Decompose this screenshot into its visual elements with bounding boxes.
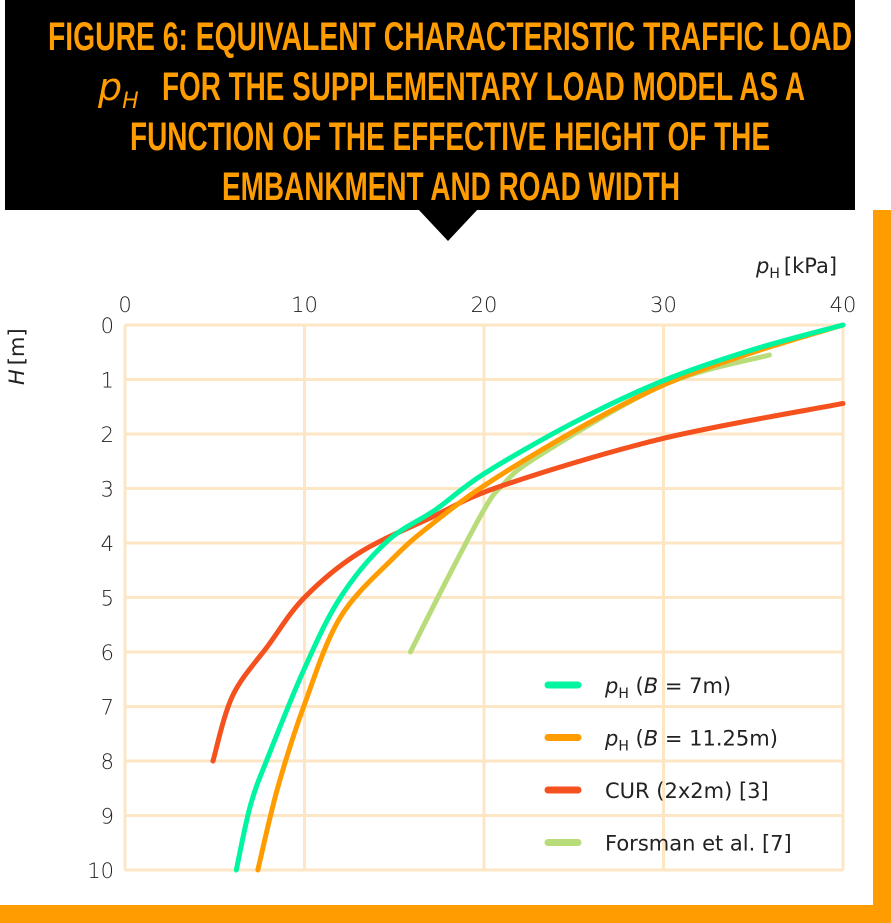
y-tick-label: 9: [101, 805, 114, 829]
title-box: [5, 0, 855, 210]
legend-label: pH (B = 7m): [604, 674, 731, 702]
grid: [123, 323, 845, 872]
frame-bottom: [0, 905, 891, 923]
frame-right: [873, 210, 891, 923]
y-tick-label: 7: [101, 696, 114, 720]
legend-label: pH (B = 11.25m): [604, 727, 778, 755]
y-tick-label: 6: [101, 641, 114, 665]
series-line-0: [233, 322, 846, 873]
series-line-1: [255, 322, 846, 873]
x-tick-label: 40: [830, 293, 857, 317]
x-tick-label: 20: [471, 293, 498, 317]
legend-label: CUR (2x2m) [3]: [605, 779, 769, 803]
x-tick-label: 10: [291, 293, 318, 317]
y-tick-label: 5: [101, 587, 114, 611]
title-symbol: pH: [97, 65, 139, 114]
legend-label: Forsman et al. [7]: [605, 832, 792, 856]
y-tick-label: 1: [101, 369, 114, 393]
y-tick-label: 4: [101, 532, 114, 556]
legend: pH (B = 7m) pH (B = 11.25m) CUR (2x2m) [3]…: [544, 674, 792, 856]
title-line-4: EMBANKMENT AND ROAD WIDTH: [222, 165, 680, 209]
y-tick-label: 0: [101, 314, 114, 338]
y-tick-label: 2: [101, 423, 114, 447]
x-tick-label: 30: [650, 293, 677, 317]
title-line-2: FOR THE SUPPLEMENTARY LOAD MODEL AS A: [162, 65, 805, 109]
y-tick-label: 8: [101, 750, 114, 774]
title-line-3: FUNCTION OF THE EFFECTIVE HEIGHT OF THE: [130, 115, 770, 159]
x-tick-label: 0: [118, 293, 131, 317]
title-line-1: FIGURE 6: EQUIVALENT CHARACTERISTIC TRAF…: [48, 15, 852, 59]
y-tick-label: 3: [101, 478, 114, 502]
series-lines: [210, 322, 846, 873]
ticks: 0 10 20 30 40 0 1 2 3 4 5 6 7 8 9 10: [87, 293, 856, 883]
x-axis-label: pH [kPa]: [755, 254, 837, 282]
y-tick-label: 10: [87, 859, 114, 883]
title-pointer: [418, 209, 478, 241]
y-axis-label: H[m]: [5, 328, 29, 385]
